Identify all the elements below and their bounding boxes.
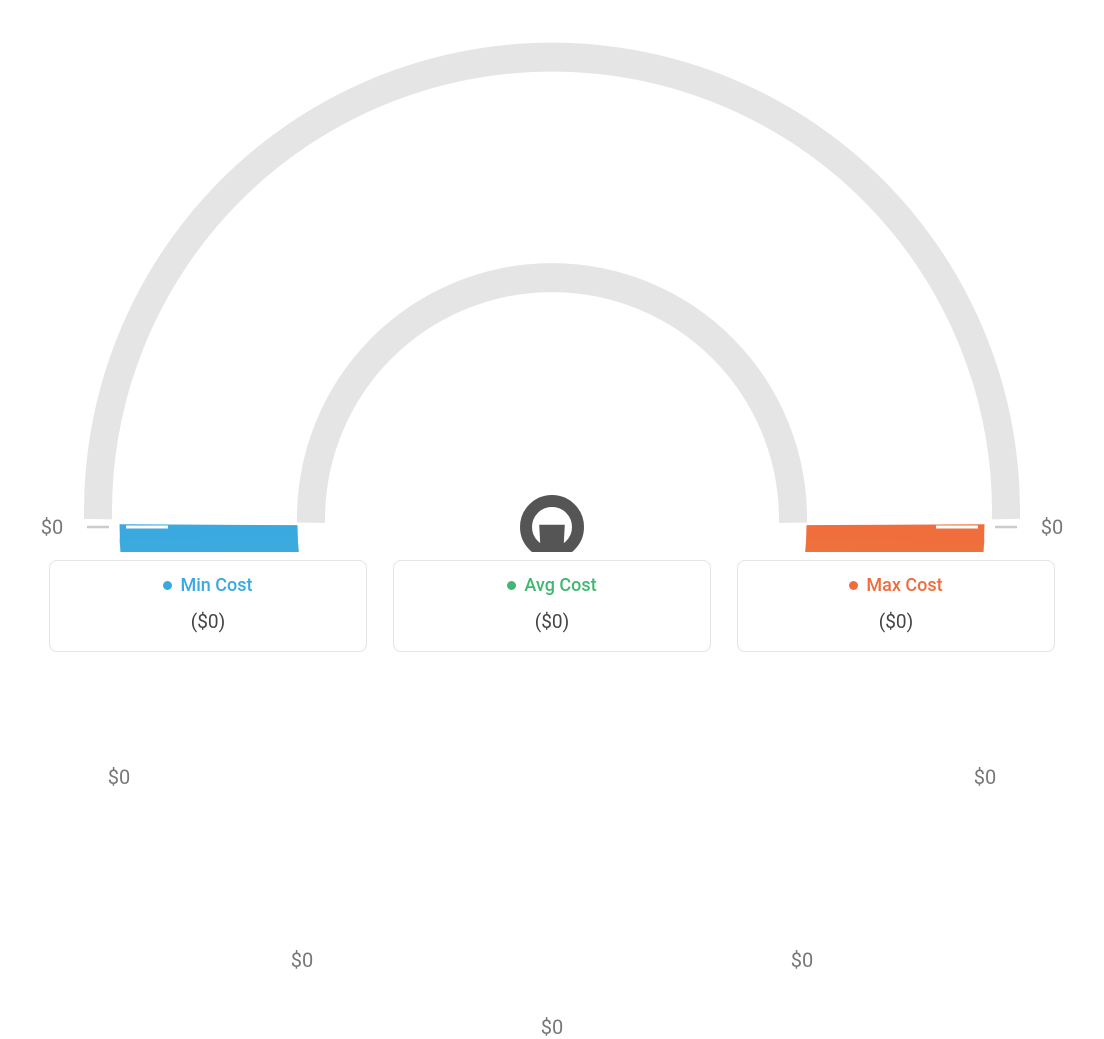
- legend-value-avg: ($0): [535, 610, 569, 633]
- legend-title-avg: Avg Cost: [507, 575, 596, 596]
- gauge-tick-label: $0: [791, 948, 813, 972]
- legend-card-min: Min Cost ($0): [49, 560, 367, 652]
- legend-value-min: ($0): [191, 610, 225, 633]
- gauge-tick-label: $0: [974, 765, 996, 789]
- gauge-tick-label: $0: [291, 948, 313, 972]
- legend-label-min: Min Cost: [180, 575, 252, 596]
- legend-card-max: Max Cost ($0): [737, 560, 1055, 652]
- gauge-tick-label: $0: [541, 1015, 563, 1039]
- gauge-tick-label: $0: [41, 515, 63, 539]
- gauge-svg: [22, 12, 1082, 552]
- legend-dot-avg: [507, 581, 516, 590]
- legend-title-min: Min Cost: [163, 575, 252, 596]
- legend-title-max: Max Cost: [849, 575, 942, 596]
- gauge-chart-wrapper: $0$0$0$0$0$0$0 Min Cost ($0) Avg Cost ($…: [0, 0, 1104, 690]
- legend-value-max: ($0): [879, 610, 913, 633]
- gauge-tick-label: $0: [108, 765, 130, 789]
- legend-label-avg: Avg Cost: [524, 575, 596, 596]
- legend-dot-max: [849, 581, 858, 590]
- legend-dot-min: [163, 581, 172, 590]
- gauge-area: $0$0$0$0$0$0$0: [22, 12, 1082, 552]
- gauge-tick-label: $0: [1041, 515, 1063, 539]
- legend-card-avg: Avg Cost ($0): [393, 560, 711, 652]
- legend-label-max: Max Cost: [866, 575, 942, 596]
- legend-row: Min Cost ($0) Avg Cost ($0) Max Cost ($0…: [49, 560, 1055, 652]
